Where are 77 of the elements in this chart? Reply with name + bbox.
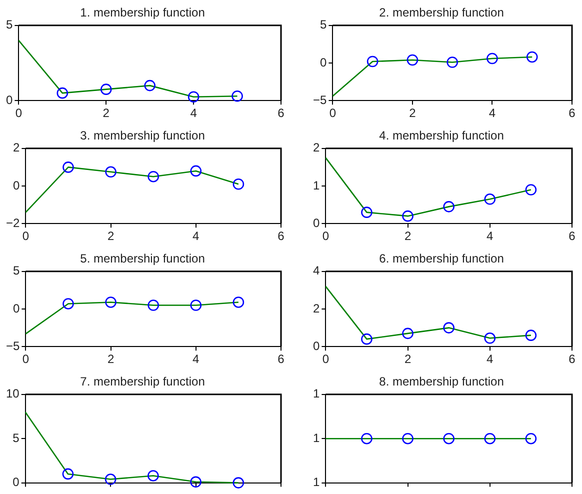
point [100,84,112,95]
y-tick-label: −5 [6,338,20,353]
y-tick-label: 0 [12,178,20,192]
y-tick-label: 2 [312,301,320,316]
point [361,206,372,218]
x-tick-label: 2 [404,352,412,366]
y-tick-label: 1 [312,430,320,445]
y-tick-label: 0 [12,475,20,490]
y-tick-label: 10 [6,386,20,401]
x-tick-label: 6 [568,352,576,366]
point [148,170,159,182]
chart-title: 5. membership function [80,252,205,266]
chart-title: 7. membership function [80,374,205,389]
chart-title: 3. membership function [80,128,205,143]
y-tick-label: 1 [312,386,320,401]
y-tick-label: 5 [12,264,20,278]
y-tick-label: 0 [320,55,327,70]
point [144,80,156,92]
y-tick-label: 4 [312,264,320,278]
point [148,470,159,482]
point [402,328,414,340]
point [190,476,202,488]
point [443,201,454,212]
point [188,91,200,102]
point [104,474,116,485]
y-tick-label: 2 [12,140,20,155]
y-tick-label: 5 [6,18,13,32]
y-tick-label: 0 [12,301,20,316]
point [484,194,496,205]
point [62,162,74,173]
point [56,87,68,99]
x-tick-label: 0 [329,106,336,120]
y-tick-label: 0 [312,338,320,353]
y-tick-label: 2 [312,140,320,155]
point [361,333,372,345]
y-tick-label: 0 [6,92,13,107]
x-tick-label: 2 [107,229,114,244]
y-tick-label: 1 [312,475,320,490]
x-tick-label: 6 [568,229,576,244]
chart-title: 2. membership function [379,6,504,20]
x-tick-label: 6 [278,229,285,244]
point [525,330,537,341]
point [484,332,496,344]
point [443,322,454,334]
x-tick-label: 4 [192,229,200,244]
point [190,165,202,177]
y-tick-label: 0 [312,216,320,230]
x-tick-label: 0 [22,229,30,244]
x-tick-label: 4 [190,106,198,120]
x-tick-label: 4 [488,106,496,120]
y-tick-label: 1 [312,178,320,192]
y-tick-label: −5 [312,92,327,107]
x-tick-label: 6 [278,106,285,120]
point [105,166,116,178]
chart-title: 8. membership function [379,374,504,389]
x-tick-label: 6 [278,352,285,366]
x-tick-label: 2 [409,106,416,120]
point [525,184,537,196]
x-tick-label: 2 [404,229,412,244]
x-tick-label: 4 [192,352,200,366]
x-tick-label: 4 [486,352,494,366]
point [62,468,74,480]
x-tick-label: 2 [107,352,114,366]
point [402,210,414,222]
y-tick-label: 5 [320,18,327,32]
x-tick-label: 0 [22,352,30,366]
chart-title: 4. membership function [379,128,504,143]
chart-title: 1. membership function [80,6,205,20]
x-tick-label: 2 [102,106,110,120]
point [232,477,244,488]
y-tick-label: 5 [12,430,20,445]
x-tick-label: 4 [486,229,494,244]
x-tick-label: 6 [568,106,576,120]
chart-title: 6. membership function [379,252,504,266]
point [232,90,243,102]
point [232,178,244,190]
y-tick-label: −2 [6,216,20,230]
